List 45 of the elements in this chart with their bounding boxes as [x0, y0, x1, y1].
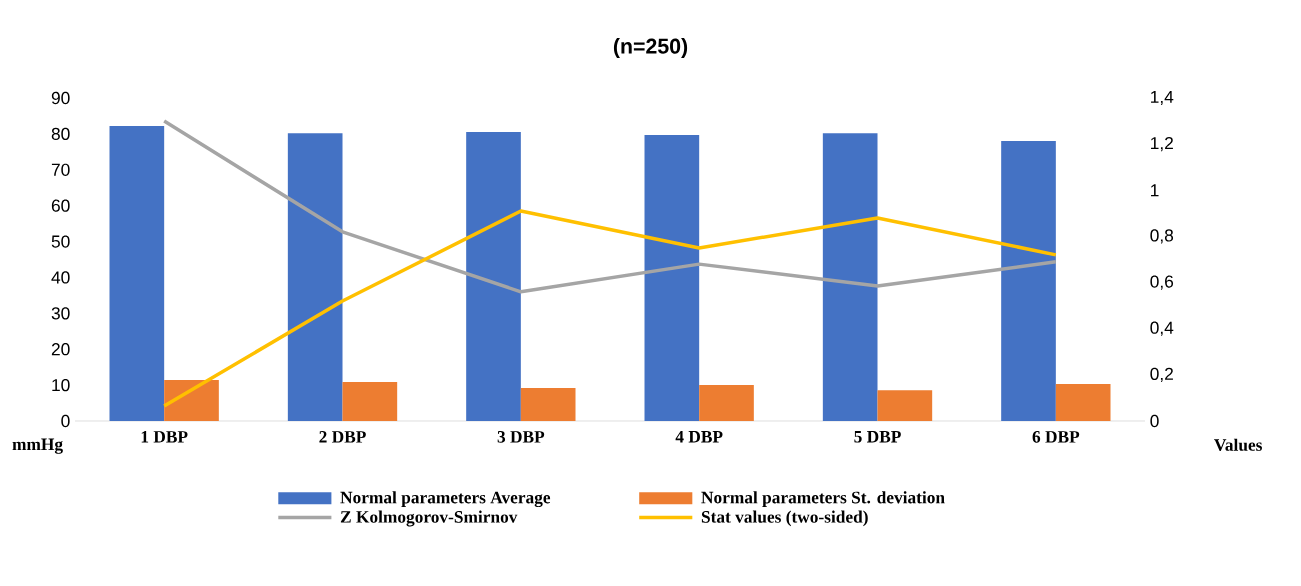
y-tick-label: 30 — [51, 307, 70, 320]
bar — [1001, 141, 1056, 421]
bar — [109, 125, 165, 421]
bar — [699, 385, 754, 421]
x-tick-label: 6 DBP — [1032, 431, 1080, 443]
y2-tick-label: 1,4 — [1151, 90, 1174, 106]
x-tick-label: 2 DBP — [319, 431, 366, 443]
line-series — [162, 119, 1058, 294]
bar — [342, 381, 398, 421]
bar — [1055, 384, 1111, 421]
bar — [822, 133, 878, 421]
legend-label: Normal parameters Average — [340, 491, 551, 508]
y2-tick-label: 0,8 — [1150, 229, 1174, 244]
y2-tick-label: 0,2 — [1150, 367, 1173, 383]
y2-tick-label: 0 — [1150, 414, 1159, 428]
legend-label: Normal parameters St. deviation — [701, 491, 945, 507]
chart-title: (n=250) — [613, 38, 688, 58]
bar — [644, 134, 700, 421]
bar — [164, 380, 219, 421]
y-tick-label: 60 — [51, 199, 70, 212]
x-tick-label: 1 DBP — [141, 431, 188, 443]
y-tick-label: 20 — [51, 343, 70, 356]
y2-tick-label: 1 — [1151, 184, 1159, 197]
y-tick-label: 0 — [61, 414, 70, 428]
line-series — [162, 209, 1058, 408]
legend-label: Z Kolmogorov-Smirnov — [340, 510, 518, 527]
bar — [466, 132, 521, 421]
y-tick-label: 90 — [51, 91, 70, 105]
y-tick-label: 40 — [51, 271, 70, 284]
y-tick-label: 70 — [51, 163, 70, 176]
bar — [520, 387, 576, 421]
bar — [877, 390, 933, 421]
x-tick-label: 5 DBP — [854, 431, 901, 443]
bar — [287, 133, 343, 421]
y2-tick-label: 0,4 — [1150, 321, 1174, 336]
y-tick-label: 10 — [52, 378, 70, 392]
legend-label: Stat values (two-sided) — [701, 510, 868, 527]
y2-tick-label: 1,2 — [1151, 136, 1173, 152]
y-axis-title: mmHg — [12, 438, 63, 454]
y2-axis-title: Values — [1214, 438, 1262, 451]
x-tick-label: 3 DBP — [497, 431, 545, 443]
x-tick-label: 4 DBP — [675, 431, 723, 443]
y-tick-label: 50 — [51, 235, 70, 248]
y-tick-label: 80 — [51, 127, 70, 141]
y2-tick-label: 0,6 — [1150, 275, 1174, 290]
